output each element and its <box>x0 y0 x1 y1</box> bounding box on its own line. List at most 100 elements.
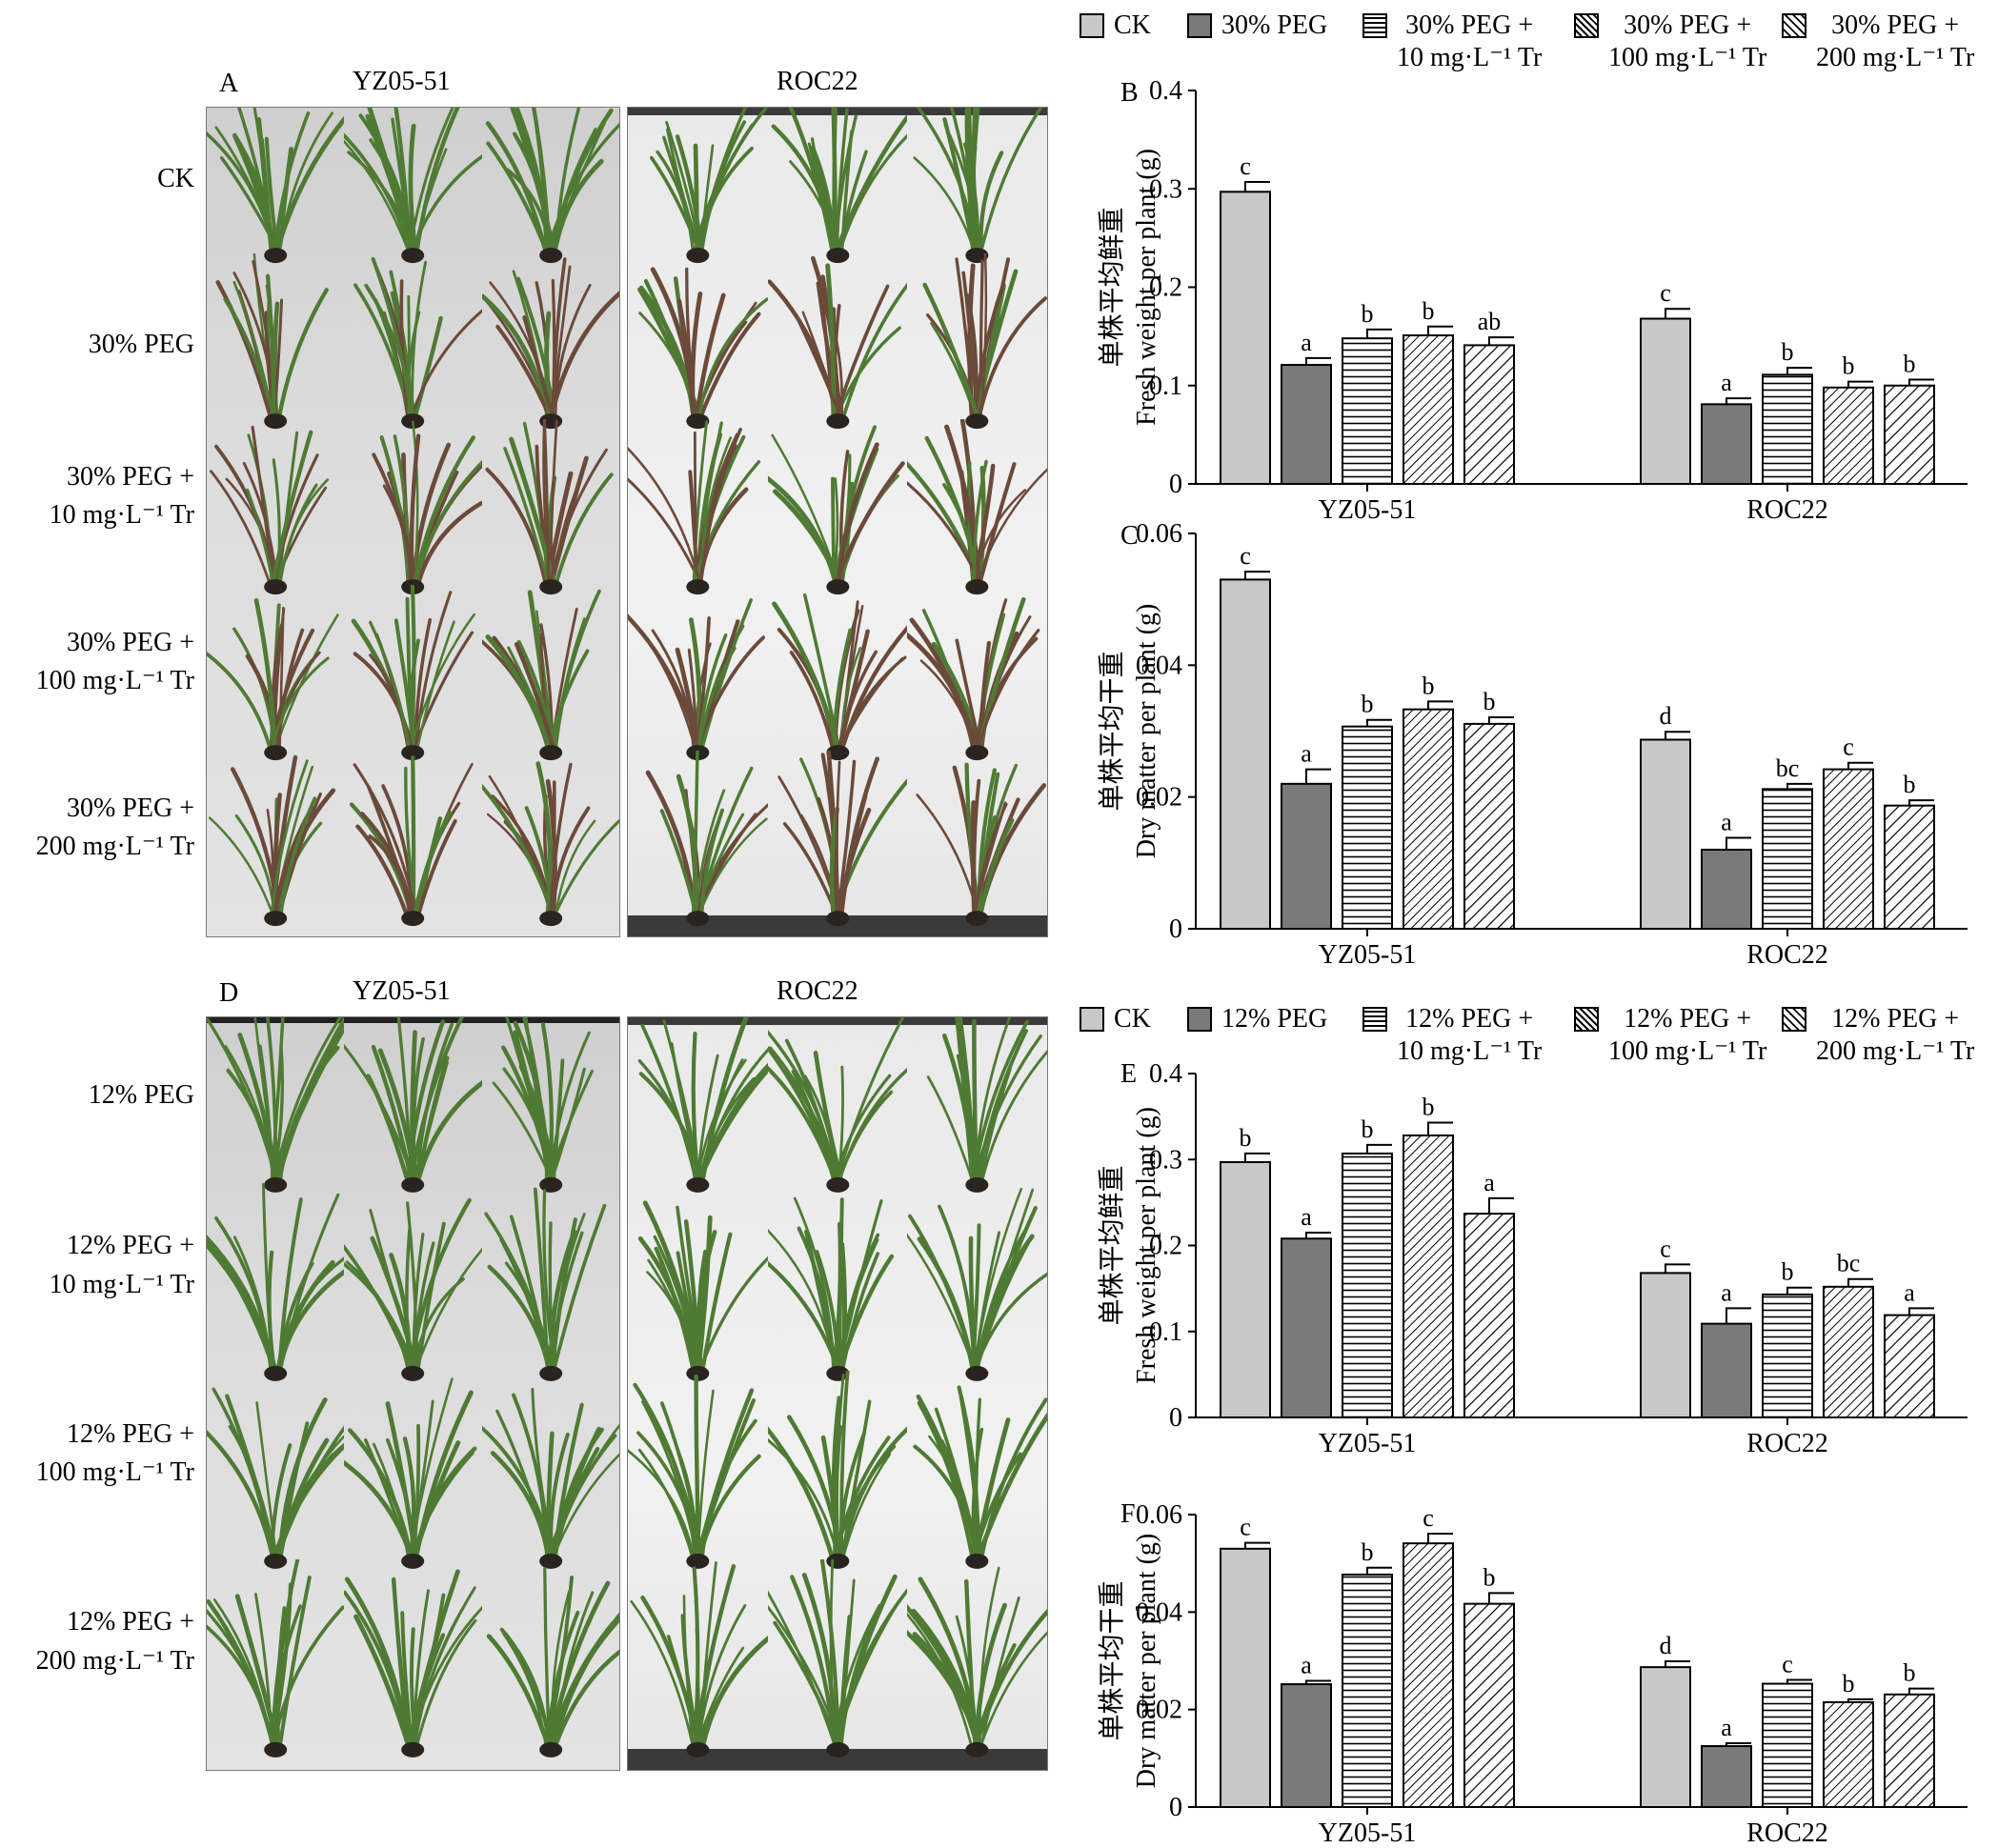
leaf-blade <box>832 1603 881 1752</box>
row-label: 12% PEG <box>4 1076 194 1115</box>
leaf-blade <box>412 435 476 590</box>
seedling-cluster-image <box>907 1187 1047 1381</box>
error-bar <box>1366 1143 1392 1154</box>
y-tick-label: 0 <box>1169 914 1182 944</box>
label-line: 30% PEG + <box>1405 10 1534 40</box>
leaf-blade <box>344 132 414 258</box>
leaf-blade <box>485 634 553 755</box>
x-tick-label: ROC22 <box>1746 940 1828 970</box>
leaf-blade <box>974 284 1007 424</box>
label-line: 30% PEG + <box>1831 10 1960 40</box>
bar-1-roc22 <box>1640 738 1691 930</box>
leaf-blade <box>976 629 1040 754</box>
leaf-blade <box>639 629 697 754</box>
label-line: 200 mg·L⁻¹ Tr <box>35 832 194 862</box>
leaf-blade <box>972 1017 1012 1187</box>
axis-lines <box>1195 90 1968 485</box>
root-ball <box>686 1741 710 1758</box>
x-tick-label: ROC22 <box>1746 1429 1828 1458</box>
bar-3-roc22 <box>1762 1293 1813 1418</box>
leaf-blade <box>509 108 557 258</box>
significance-letter: b <box>1904 1659 1916 1687</box>
leaf-blade <box>212 1387 275 1563</box>
leaf-blade <box>207 652 273 755</box>
leaf-blade <box>637 1059 697 1187</box>
root-ball <box>825 745 849 761</box>
error-bar <box>1488 1592 1514 1604</box>
leaf-blade <box>697 108 768 257</box>
error-bar <box>1908 799 1934 806</box>
leaf-blade <box>780 1067 838 1187</box>
significance-letter: a <box>1721 809 1732 836</box>
bar-2-roc22 <box>1701 403 1752 485</box>
root-ball <box>401 1365 425 1381</box>
leaf-blade <box>917 1401 976 1564</box>
y-axis-label-cn: 单株平均干重 <box>1097 1580 1127 1740</box>
significance-letter: d <box>1660 702 1672 730</box>
legend-swatch-4 <box>1574 13 1599 38</box>
leaf-blade <box>797 321 844 423</box>
leaf-blade <box>691 1032 701 1188</box>
leaf-blade <box>414 108 460 258</box>
label-line: 12% PEG + <box>1624 1004 1752 1034</box>
leaf-blade <box>973 282 1006 424</box>
y-tick-label: 0.4 <box>1149 1059 1182 1089</box>
significance-letter: b <box>1362 300 1374 328</box>
bar-4-roc22 <box>1823 1285 1874 1418</box>
significance-letter: a <box>1721 369 1732 396</box>
error-bar <box>1305 356 1331 366</box>
leaf-blade <box>410 585 416 755</box>
leaf-blade <box>415 818 458 921</box>
leaf-blade <box>977 296 1047 424</box>
leaf-blade <box>369 620 412 754</box>
leaf-blade <box>481 784 556 921</box>
label-line: 30% PEG <box>1221 10 1328 40</box>
label-line: 30% PEG + <box>66 793 194 823</box>
root-ball <box>401 1741 425 1758</box>
leaf-blade <box>483 1212 556 1376</box>
leaf-blade <box>959 1017 977 1187</box>
seedling-cluster-image <box>215 253 329 430</box>
root-ball <box>264 1554 288 1570</box>
bar-1-roc22 <box>1640 1272 1691 1418</box>
chart-panel-letter: B <box>1120 78 1139 108</box>
seedling-cluster-image <box>210 426 330 595</box>
error-bar <box>1908 1307 1934 1316</box>
significance-letter: a <box>1483 1169 1495 1196</box>
root-ball <box>538 248 562 264</box>
y-tick-label: 0.04 <box>1136 1597 1182 1627</box>
leaf-blade <box>964 1578 979 1752</box>
bar-1-roc22 <box>1640 317 1691 486</box>
leaf-blade <box>521 315 555 424</box>
bar-3-yz05-51 <box>1342 725 1393 930</box>
bar-3-yz05-51 <box>1342 1152 1393 1418</box>
seedling-cluster-image <box>628 598 766 761</box>
bottom-photo-yz05-51 <box>206 1016 620 1771</box>
leaf-blade <box>246 488 275 589</box>
leaf-blade <box>692 1563 737 1752</box>
leaf-blade <box>695 1067 768 1188</box>
leaf-blade <box>412 1424 421 1564</box>
seedling-cluster-image <box>913 1385 1047 1570</box>
error-bar <box>1427 1532 1453 1544</box>
leaf-blade <box>273 1425 345 1564</box>
y-tick-label: 0.02 <box>1136 783 1182 813</box>
root-ball <box>401 745 425 761</box>
root-ball <box>264 248 288 264</box>
leaf-blade <box>272 115 345 258</box>
row-label: 12% PEG + 10 mg·L⁻¹ Tr <box>4 1227 194 1304</box>
label-line: CK <box>157 163 194 193</box>
leaf-blade <box>907 1233 978 1375</box>
label-line: 10 mg·L⁻¹ Tr <box>1397 1035 1543 1066</box>
bar-2-roc22 <box>1701 849 1752 930</box>
bar-5-yz05-51 <box>1463 1213 1515 1419</box>
bar-2-yz05-51 <box>1281 1237 1332 1419</box>
leaf-blade <box>645 770 698 921</box>
leaf-blade <box>975 1397 982 1563</box>
leaf-blade <box>696 1215 713 1376</box>
leaf-blade <box>277 483 318 589</box>
label-line: 10 mg·L⁻¹ Tr <box>49 1269 194 1299</box>
bar-5-yz05-51 <box>1463 722 1515 930</box>
leaf-blade <box>836 1066 844 1187</box>
leaf-blade <box>277 1575 312 1752</box>
